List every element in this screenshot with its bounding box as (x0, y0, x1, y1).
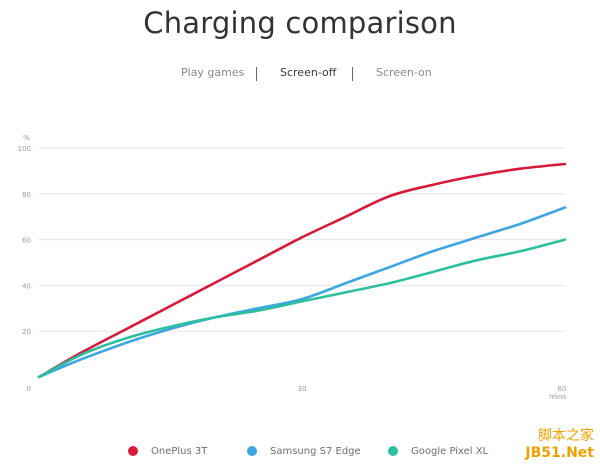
legend-label: Samsung S7 Edge (270, 445, 361, 457)
legend-item-oneplus: OnePlus 3T (128, 442, 207, 460)
chart-title: Charging comparison (143, 6, 457, 40)
tab-screen-on[interactable]: Screen-on (376, 66, 432, 79)
series-line-oneplus-3t (37, 162, 567, 379)
tab-separator (256, 67, 257, 81)
x-tick-label: 30 (298, 385, 307, 393)
watermark-text: 脚本之家 (538, 428, 594, 444)
y-tick-label: 60 (22, 237, 31, 245)
watermark: 脚本之家 JB51.Net (512, 425, 594, 465)
series-line-samsung-s7-edge (37, 206, 567, 379)
tab-play-games[interactable]: Play games (181, 66, 245, 79)
legend-item-samsung: Samsung S7 Edge (247, 442, 361, 460)
y-axis-label: % (23, 134, 30, 142)
tab-bar: Play games Screen-off Screen-on (0, 66, 600, 84)
series-lines (37, 162, 567, 379)
tab-screen-off[interactable]: Screen-off (280, 66, 337, 79)
x-axis-label: mins (549, 393, 566, 401)
legend-dot (128, 446, 138, 456)
y-tick-label: 100 (18, 145, 31, 153)
legend-item-google: Google Pixel XL (388, 442, 488, 460)
y-tick-label: 80 (22, 191, 31, 199)
x-axis-ticks: 30 60 (298, 385, 567, 393)
legend-label: OnePlus 3T (151, 445, 208, 457)
y-tick-label: 20 (22, 328, 31, 336)
legend-dot (247, 446, 257, 456)
series-line-google-pixel-xl (37, 238, 567, 379)
tab-separator (352, 67, 353, 81)
legend: OnePlus 3T Samsung S7 Edge Google Pixel … (0, 442, 600, 462)
grid-lines (39, 147, 565, 332)
y-tick-label: 0 (27, 385, 31, 393)
y-axis-ticks: 0 20 40 60 80 100 (18, 145, 31, 393)
watermark-text: JB51.Net (525, 445, 594, 461)
legend-label: Google Pixel XL (411, 445, 489, 457)
x-tick-label: 60 (558, 385, 567, 393)
legend-dot (388, 446, 398, 456)
y-tick-label: 40 (22, 282, 31, 290)
